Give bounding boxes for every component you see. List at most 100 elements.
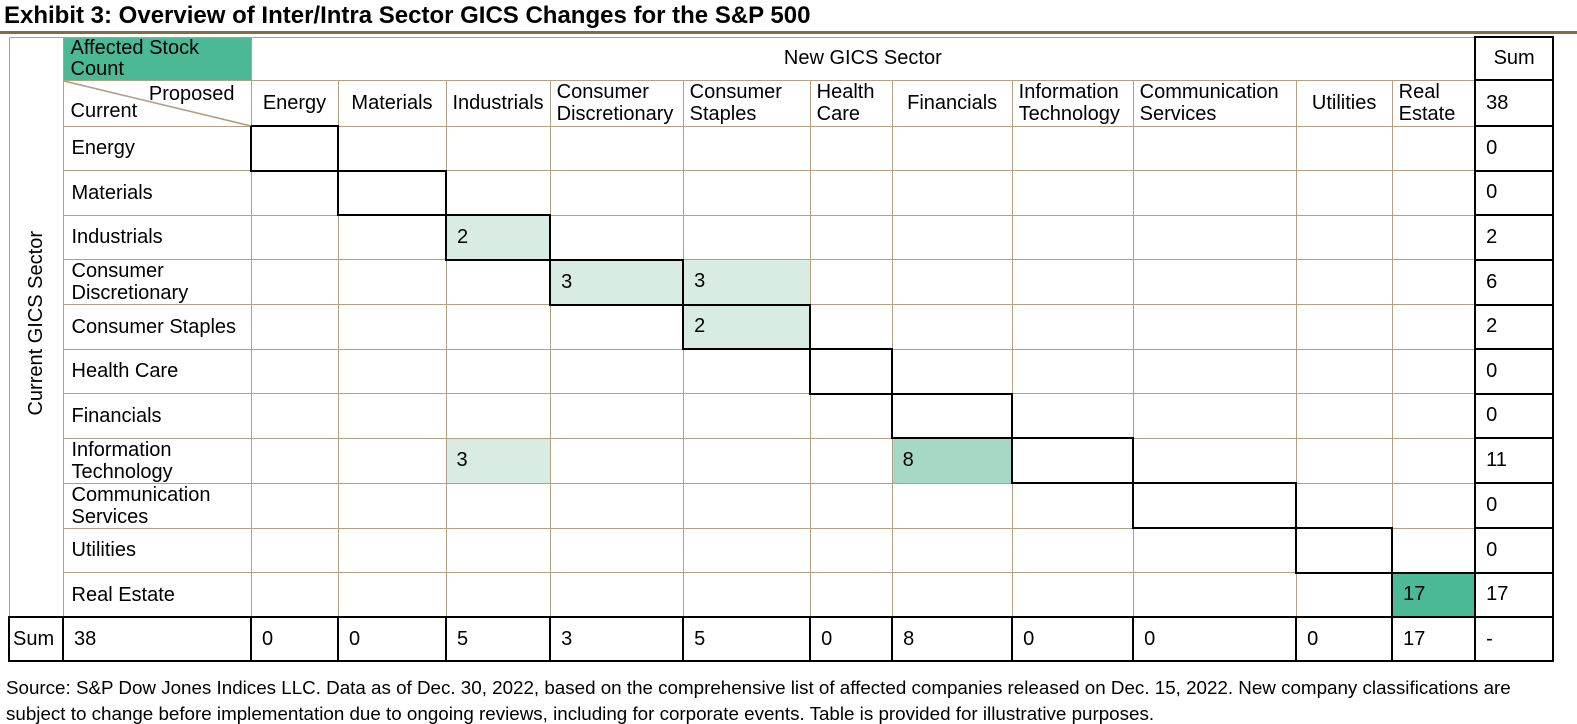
column-header-consumer-discretionary: Consumer Discretionary: [549, 79, 684, 127]
cell-communication-services-financials: [891, 482, 1013, 529]
cell-communication-services-materials: [337, 482, 447, 529]
cell-information-technology-real-estate: [1391, 437, 1476, 484]
cell-information-technology-communication-services: [1132, 437, 1297, 484]
cell-consumer-discretionary-consumer-discretionary: 3: [549, 258, 685, 306]
cell-energy-consumer-staples: [682, 125, 811, 171]
column-header-industrials: Industrials: [445, 79, 551, 127]
cell-consumer-discretionary-health-care: [809, 259, 893, 305]
column-header-information-technology: Information Technology: [1011, 79, 1134, 127]
cell-communication-services-health-care: [809, 482, 893, 529]
cell-materials-consumer-discretionary: [549, 170, 684, 216]
cell-consumer-discretionary-real-estate: [1391, 259, 1476, 305]
cell-consumer-staples-financials: [891, 304, 1013, 350]
cell-information-technology-consumer-staples: [682, 437, 811, 484]
cell-health-care-information-technology: [1011, 348, 1134, 394]
column-header-real-estate: Real Estate: [1391, 79, 1476, 127]
cell-financials-information-technology: [1011, 393, 1134, 439]
column-header-energy: Energy: [250, 79, 339, 127]
row-header-health-care: Health Care: [62, 348, 252, 394]
cell-consumer-staples-real-estate: [1391, 304, 1476, 350]
cell-industrials-information-technology: [1011, 214, 1134, 260]
cell-financials-real-estate: [1391, 393, 1476, 439]
sum-row-total: 38: [62, 616, 252, 662]
col-sum-industrials: 5: [444, 616, 552, 662]
cell-energy-real-estate: [1391, 125, 1476, 171]
row-header-consumer-staples: Consumer Staples: [62, 304, 252, 350]
cell-health-care-real-estate: [1391, 348, 1476, 394]
cell-communication-services-industrials: [445, 482, 551, 529]
cell-information-technology-information-technology: [1011, 437, 1135, 484]
cell-consumer-discretionary-financials: [891, 259, 1013, 305]
cell-utilities-utilities: [1295, 527, 1394, 574]
cell-health-care-consumer-staples: [682, 348, 811, 394]
cell-utilities-consumer-staples: [682, 527, 811, 573]
row-header-utilities: Utilities: [62, 527, 252, 573]
column-axis-label: New GICS Sector: [250, 36, 1476, 81]
row-sum-materials: 0: [1474, 169, 1555, 216]
cell-information-technology-materials: [337, 437, 447, 484]
row-sum-health-care: 0: [1474, 348, 1555, 395]
row-sum-financials: 0: [1474, 392, 1555, 439]
cell-information-technology-energy: [250, 437, 339, 484]
cell-energy-materials: [337, 125, 447, 171]
cell-consumer-staples-utilities: [1295, 304, 1393, 350]
cell-utilities-real-estate: [1391, 527, 1476, 573]
cell-industrials-communication-services: [1132, 214, 1297, 260]
cell-industrials-health-care: [809, 214, 893, 260]
cell-industrials-utilities: [1295, 214, 1393, 260]
source-note-line-2: subject to change before implementation …: [6, 703, 1155, 724]
sum-row-label: Sum: [8, 616, 64, 662]
cell-energy-health-care: [809, 125, 893, 171]
column-header-financials: Financials: [891, 79, 1013, 127]
cell-real-estate-utilities: [1295, 572, 1393, 618]
cell-communication-services-energy: [250, 482, 339, 529]
row-sum-consumer-discretionary: 6: [1474, 258, 1555, 306]
cell-consumer-discretionary-energy: [250, 259, 339, 305]
cell-health-care-health-care: [809, 348, 894, 395]
diagonal-header-cell: Proposed Current: [62, 79, 252, 127]
sum-grand-marker: -: [1474, 616, 1555, 662]
cell-real-estate-health-care: [809, 572, 893, 618]
cell-communication-services-communication-services: [1132, 482, 1298, 529]
col-sum-information-technology: 0: [1011, 616, 1135, 662]
cell-materials-communication-services: [1132, 170, 1297, 216]
cell-financials-consumer-discretionary: [549, 393, 684, 439]
current-label: Current: [70, 99, 138, 122]
cell-materials-real-estate: [1391, 170, 1476, 216]
col-sum-communication-services: 0: [1132, 616, 1298, 662]
cell-materials-energy: [250, 170, 339, 216]
cell-financials-industrials: [445, 393, 551, 439]
column-header-consumer-staples: Consumer Staples: [682, 79, 811, 127]
col-sum-energy: 0: [250, 616, 339, 662]
col-sum-health-care: 0: [809, 616, 894, 662]
cell-financials-utilities: [1295, 393, 1393, 439]
cell-consumer-discretionary-communication-services: [1132, 259, 1297, 305]
row-header-information-technology: Information Technology: [62, 437, 252, 484]
cell-financials-health-care: [809, 393, 893, 439]
affected-stock-count-badge: Affected Stock Count: [62, 36, 252, 81]
cell-materials-utilities: [1295, 170, 1393, 216]
cell-health-care-consumer-discretionary: [549, 348, 684, 394]
cell-communication-services-consumer-discretionary: [549, 482, 684, 529]
cell-energy-communication-services: [1132, 125, 1297, 171]
cell-energy-information-technology: [1011, 125, 1134, 171]
cell-real-estate-consumer-staples: [682, 572, 811, 618]
cell-consumer-staples-communication-services: [1132, 304, 1297, 350]
cell-industrials-consumer-discretionary: [549, 214, 684, 260]
gics-transition-matrix: Current GICS Sector Affected Stock Count N…: [8, 36, 1577, 662]
cell-health-care-energy: [250, 348, 339, 394]
row-sum-information-technology: 11: [1474, 437, 1555, 484]
cell-information-technology-utilities: [1295, 437, 1393, 484]
row-sum-real-estate: 17: [1474, 571, 1555, 618]
cell-consumer-staples-consumer-discretionary: [549, 304, 684, 350]
col-sum-financials: 8: [891, 616, 1014, 662]
cell-real-estate-industrials: [445, 572, 551, 618]
cell-consumer-discretionary-materials: [337, 259, 447, 305]
cell-real-estate-real-estate: 17: [1391, 571, 1477, 618]
cell-health-care-utilities: [1295, 348, 1393, 394]
cell-utilities-consumer-discretionary: [549, 527, 684, 573]
cell-financials-materials: [337, 393, 447, 439]
col-sum-real-estate: 17: [1391, 616, 1477, 662]
cell-real-estate-financials: [891, 572, 1013, 618]
column-header-utilities: Utilities: [1295, 79, 1393, 127]
